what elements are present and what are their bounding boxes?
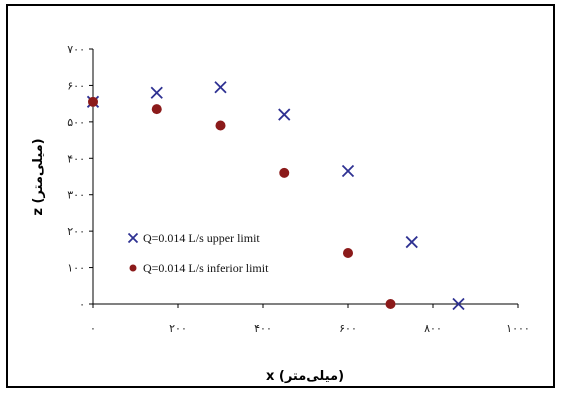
data-point-upper (214, 81, 227, 94)
x-tick-label: ۰ (90, 322, 96, 335)
y-tick-label: ۴۰۰ (67, 152, 85, 165)
data-point-inferior (343, 248, 353, 258)
y-tick-label: ۷۰۰ (67, 43, 85, 56)
y-tick-label: ۳۰۰ (67, 189, 85, 202)
legend-item-upper: Q=0.014 L/s upper limit (127, 231, 260, 245)
legend-circle-marker (129, 264, 137, 272)
data-point-inferior (151, 104, 162, 115)
y-tick-label: ۲۰۰ (67, 225, 85, 238)
legend-x-marker (127, 232, 139, 244)
y-tick-label: ۶۰۰ (67, 79, 85, 92)
y-tick-label: ۰ (79, 298, 85, 311)
data-point-inferior (88, 96, 98, 107)
data-point-upper (278, 108, 291, 121)
axes (92, 49, 518, 305)
ticks (89, 48, 519, 308)
x-tick-label: ۸۰۰ (424, 322, 442, 335)
data-marks (86, 81, 465, 311)
x-tick-label: ۶۰۰ (339, 322, 357, 335)
data-point-upper (405, 235, 418, 249)
data-point-upper (341, 164, 355, 178)
data-point-upper (452, 297, 465, 311)
legend-item-inferior: Q=0.014 L/s inferior limit (129, 261, 269, 275)
data-point-inferior (385, 299, 396, 309)
y-tick-label: ۵۰۰ (67, 116, 85, 129)
legend-label-upper: Q=0.014 L/s upper limit (143, 231, 260, 245)
y-axis-title: z (میلی‌متر) (31, 138, 46, 215)
x-tick-label: ۲۰۰ (169, 322, 187, 335)
tick-labels: ۰ ۱۰۰ ۲۰۰ ۳۰۰ ۴۰۰ ۵۰۰ ۶۰۰ ۷۰۰ ۰ ۲۰۰ ۴۰۰ ۶۰۰ ۸۰۰ ۱۰۰۰ (67, 43, 530, 335)
data-point-inferior (215, 120, 226, 131)
y-tick-label: ۱۰۰ (67, 262, 85, 275)
data-point-inferior (279, 167, 290, 178)
legend-label-inferior: Q=0.014 L/s inferior limit (143, 261, 269, 275)
x-tick-label: ۴۰۰ (254, 322, 272, 335)
legend: Q=0.014 L/s upper limit Q=0.014 L/s infe… (127, 231, 269, 275)
x-tick-label: ۱۰۰۰ (506, 322, 530, 335)
chart-frame (6, 4, 555, 388)
x-axis-title: x (میلی‌متر) (266, 369, 344, 384)
data-point-upper (150, 86, 163, 99)
